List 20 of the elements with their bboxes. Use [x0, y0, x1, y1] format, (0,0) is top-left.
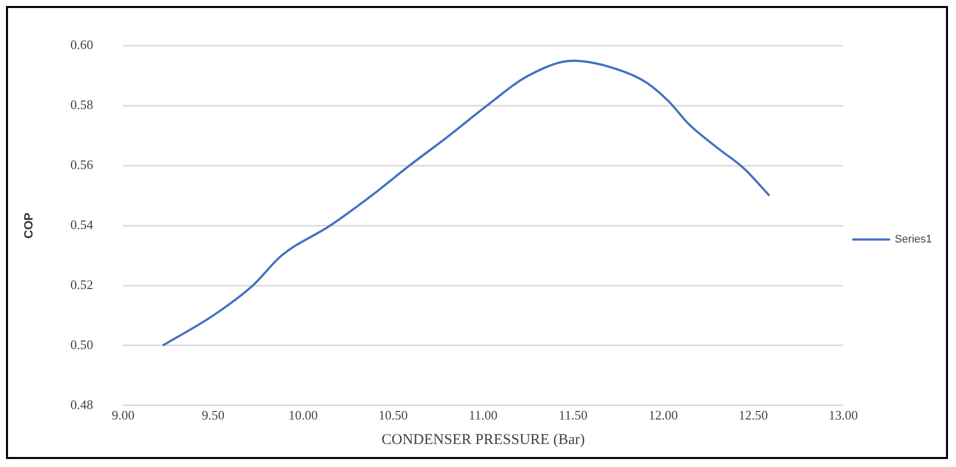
x-tick-label: 12.50: [738, 408, 768, 423]
x-tick-label: 9.50: [202, 408, 225, 423]
x-tick-label: 13.00: [828, 408, 858, 423]
x-tick-label: 12.00: [648, 408, 678, 423]
x-tick-label: 10.50: [378, 408, 408, 423]
y-tick-label: 0.48: [70, 396, 94, 412]
y-tick-label: 0.58: [70, 97, 94, 112]
y-tick-label: 0.56: [70, 157, 94, 172]
line-series: [162, 60, 770, 347]
legend-label: Series1: [894, 234, 932, 246]
x-tick-label: 9.00: [112, 408, 135, 423]
y-tick-label: 0.60: [70, 37, 94, 52]
y-tick-label: 0.52: [70, 276, 94, 292]
y-tick-label: 0.50: [70, 336, 94, 352]
y-tick-label: 0.54: [70, 217, 94, 232]
y-axis-title: COP: [22, 212, 36, 239]
x-tick-label: 10.00: [288, 408, 318, 423]
x-axis-title: CONDENSER PRESSURE (Bar): [381, 432, 585, 448]
x-tick-label: 11.00: [468, 408, 498, 423]
x-tick-label: 11.50: [558, 408, 588, 423]
